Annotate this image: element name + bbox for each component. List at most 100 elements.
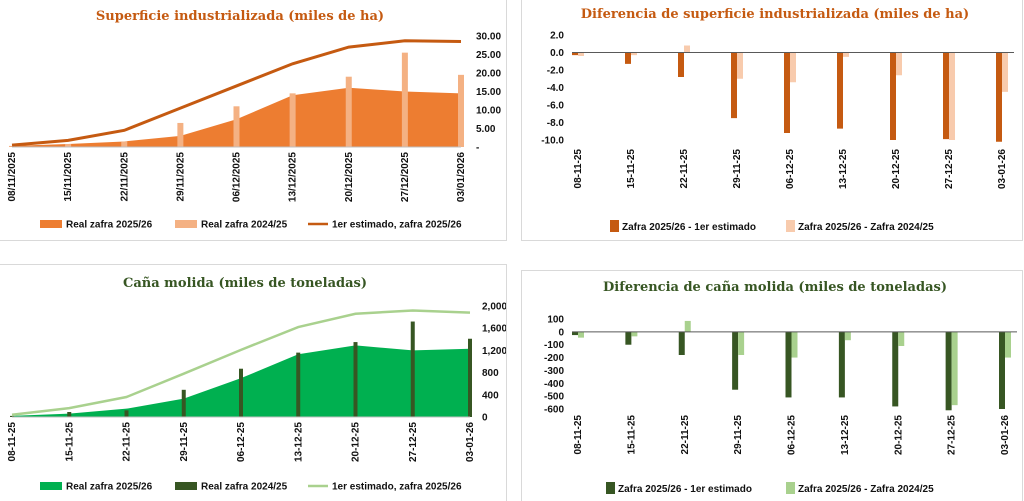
chart-panel-superficie: Superficie industrializada (miles de ha)… xyxy=(0,0,507,241)
bar-real-2024-25 xyxy=(239,368,243,417)
x-tick-label: 27-12-25 xyxy=(947,415,958,455)
bar-diff-zafra-2024-25 xyxy=(790,52,796,83)
bar-diff-1er-estimado xyxy=(731,52,737,119)
y-tick-label: -8.0 xyxy=(547,118,565,129)
legend-label: Zafra 2025/26 - Zafra 2024/25 xyxy=(798,222,934,233)
series-line-1er-estimado xyxy=(11,39,462,147)
x-tick-label: 27/12/2025 xyxy=(400,152,411,202)
y-tick-label: 100 xyxy=(547,315,564,326)
bar-real-2024-25 xyxy=(353,342,358,417)
y-tick-label: -6.0 xyxy=(547,101,565,112)
bar-diff-1er-estimado xyxy=(837,52,843,129)
legend-marker xyxy=(606,482,615,494)
legend-label: Real zafra 2025/26 xyxy=(66,482,153,493)
x-tick-label: 22-11-25 xyxy=(122,422,133,462)
x-tick-label: 13/12/2025 xyxy=(288,152,299,202)
bar-diff-zafra-2024-25 xyxy=(738,331,745,355)
bar-diff-zafra-2024-25 xyxy=(631,331,638,337)
x-tick-label: 08-11-25 xyxy=(7,422,18,462)
bar-real-2024-25 xyxy=(458,74,464,147)
bar-diff-1er-estimado xyxy=(785,331,792,398)
bar-diff-1er-estimado xyxy=(572,331,578,336)
bar-real-2024-25 xyxy=(345,76,352,147)
y-tick-label: 25.00 xyxy=(476,50,501,61)
y-tick-label: 0 xyxy=(482,413,488,424)
y-tick-label: -4.0 xyxy=(547,83,565,94)
bar-diff-1er-estimado xyxy=(732,331,739,390)
bar-real-2024-25 xyxy=(65,144,72,147)
chart-title: Caña molida (miles de toneladas) xyxy=(123,276,367,291)
chart-cana-molida-svg: Caña molida (miles de toneladas) 2,000 1,6… xyxy=(7,276,506,493)
bar-diff-1er-estimado xyxy=(890,52,896,140)
x-tick-label: 15-11-25 xyxy=(626,149,637,189)
bar-real-2024-25 xyxy=(410,321,415,417)
bar-diff-1er-estimado xyxy=(784,52,790,133)
bar-real-2024-25 xyxy=(67,412,72,417)
y-tick-label: 15.00 xyxy=(476,87,501,98)
x-tick-label: 03-01-26 xyxy=(1000,415,1011,455)
chart-panel-diferencia-cana: Diferencia de caña molida (miles de tone… xyxy=(521,270,1023,501)
bar-diff-zafra-2024-25 xyxy=(898,331,905,346)
x-tick-label: 08/11/2025 xyxy=(7,152,18,202)
bar-diff-zafra-2024-25 xyxy=(684,320,691,332)
chart-panel-cana-molida: Caña molida (miles de toneladas) 2,000 1,6… xyxy=(0,264,507,501)
legend-marker xyxy=(786,482,795,494)
bar-real-2024-25 xyxy=(124,410,129,417)
x-tick-label: 29-11-25 xyxy=(733,415,744,455)
x-tick-label: 27-12-25 xyxy=(944,149,955,189)
bar-diff-1er-estimado xyxy=(943,52,949,140)
bar-real-2024-25 xyxy=(401,52,408,147)
x-tick-label: 15-11-25 xyxy=(626,415,637,455)
x-tick-label: 22-11-25 xyxy=(680,415,691,455)
bar-diff-1er-estimado xyxy=(838,331,845,398)
x-tick-label: 13-12-25 xyxy=(293,422,304,462)
y-tick-label: 800 xyxy=(482,368,499,379)
chart-diferencia-superficie-svg: Diferencia de superficie industrializada… xyxy=(541,7,1014,233)
legend-marker xyxy=(610,220,619,232)
bar-real-2024-25 xyxy=(10,415,14,417)
bar-real-2024-25 xyxy=(468,338,472,417)
legend-label: Real zafra 2024/25 xyxy=(201,220,288,231)
legend-marker xyxy=(175,482,197,490)
legend-label: Zafra 2025/26 - Zafra 2024/25 xyxy=(798,484,934,495)
bar-diff-zafra-2024-25 xyxy=(951,331,958,406)
bar-diff-zafra-2024-25 xyxy=(578,52,584,56)
y-tick-label: 5.00 xyxy=(476,124,496,135)
y-tick-label: 20.00 xyxy=(476,69,501,80)
legend-marker xyxy=(175,220,197,228)
x-tick-label: 27-12-25 xyxy=(408,422,419,462)
bar-real-2024-25 xyxy=(121,141,128,147)
bar-diff-1er-estimado xyxy=(999,331,1005,409)
legend-label: 1er estimado, zafra 2025/26 xyxy=(332,482,462,493)
chart-superficie-svg: Superficie industrializada (miles de ha)… xyxy=(7,9,501,231)
y-tick-label: -500 xyxy=(544,392,564,403)
bar-diff-zafra-2024-25 xyxy=(1002,52,1008,92)
bar-real-2024-25 xyxy=(177,122,184,147)
bar-diff-1er-estimado xyxy=(678,52,684,77)
series-line-1er-estimado xyxy=(11,309,471,417)
x-tick-label: 20/12/2025 xyxy=(344,152,355,202)
x-tick-label: 03-01-26 xyxy=(997,149,1008,189)
legend-label: 1er estimado, zafra 2025/26 xyxy=(332,220,462,231)
x-tick-label: 06-12-25 xyxy=(236,422,247,462)
x-tick-label: 06-12-25 xyxy=(785,149,796,189)
chart-title: Diferencia de caña molida (miles de tone… xyxy=(603,280,947,295)
y-tick-label: 0 xyxy=(558,327,564,338)
legend-marker xyxy=(40,482,62,490)
y-tick-label: 400 xyxy=(482,390,499,401)
y-tick-label: - xyxy=(476,143,479,154)
x-tick-label: 29/11/2025 xyxy=(175,152,186,202)
legend-label: Real zafra 2024/25 xyxy=(201,482,288,493)
chart-panel-diferencia-superficie: Diferencia de superficie industrializada… xyxy=(521,0,1023,241)
y-tick-label: -200 xyxy=(544,353,564,364)
bar-diff-zafra-2024-25 xyxy=(1005,331,1011,358)
y-tick-label: -300 xyxy=(544,366,564,377)
y-tick-label: 30.00 xyxy=(476,32,501,43)
bar-real-2024-25 xyxy=(9,145,15,147)
bar-diff-1er-estimado xyxy=(678,331,685,355)
y-tick-label: 2.0 xyxy=(550,31,564,42)
y-tick-label: -10.0 xyxy=(541,136,564,147)
bar-diff-1er-estimado xyxy=(945,331,952,411)
y-tick-label: -100 xyxy=(544,340,564,351)
y-tick-label: -600 xyxy=(544,405,564,416)
